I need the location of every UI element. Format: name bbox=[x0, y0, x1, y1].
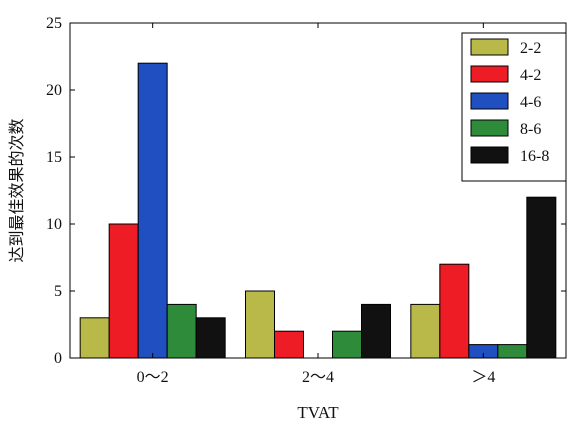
bar-8-6-3 bbox=[497, 344, 528, 359]
y-tick-label: 0 bbox=[54, 350, 62, 367]
bar-8-6-1 bbox=[166, 303, 197, 359]
legend-label: 8-6 bbox=[520, 121, 541, 138]
legend-swatch bbox=[470, 92, 509, 110]
y-tick-label: 10 bbox=[46, 216, 62, 233]
x-tick-label: 0～2 bbox=[137, 369, 169, 386]
bar-2-2-1 bbox=[79, 317, 110, 359]
y-tick-label: 20 bbox=[46, 82, 62, 99]
bar-4-6-1 bbox=[137, 62, 168, 359]
legend-label: 4-6 bbox=[520, 94, 541, 111]
bar-2-2-3 bbox=[410, 303, 441, 359]
bars-layer bbox=[79, 62, 557, 359]
legend-swatch bbox=[470, 65, 509, 83]
bar-4-2-3 bbox=[439, 263, 470, 359]
legend-swatch bbox=[470, 119, 509, 137]
x-tick-label: 2～4 bbox=[302, 369, 334, 386]
bar-2-2-2 bbox=[245, 290, 275, 359]
x-tick-label: ＞4 bbox=[471, 369, 495, 386]
bar-4-2-2 bbox=[274, 330, 304, 359]
legend-label: 2-2 bbox=[520, 40, 541, 57]
x-axis-title: TVAT bbox=[297, 403, 339, 422]
legend-label: 16-8 bbox=[520, 148, 549, 165]
legend-swatch bbox=[470, 146, 509, 164]
y-tick-label: 5 bbox=[54, 283, 62, 300]
bar-16-8-1 bbox=[195, 317, 226, 359]
legend: 2-2 4-2 4-6 8-6 16-8 bbox=[461, 32, 567, 182]
legend-swatch bbox=[470, 38, 509, 56]
legend-label: 4-2 bbox=[520, 67, 541, 84]
bar-16-8-2 bbox=[361, 303, 391, 359]
y-tick-label: 25 bbox=[46, 15, 62, 32]
bar-16-8-3 bbox=[526, 196, 557, 359]
bar-4-2-1 bbox=[108, 223, 139, 359]
y-tick-label: 15 bbox=[46, 149, 62, 166]
y-axis-title: 达到最佳效果的次数 bbox=[8, 118, 26, 262]
axes-layer: 0 5 10 15 20 25 0～2 2～4 ＞4 bbox=[46, 15, 566, 386]
bar-8-6-2 bbox=[332, 330, 362, 359]
